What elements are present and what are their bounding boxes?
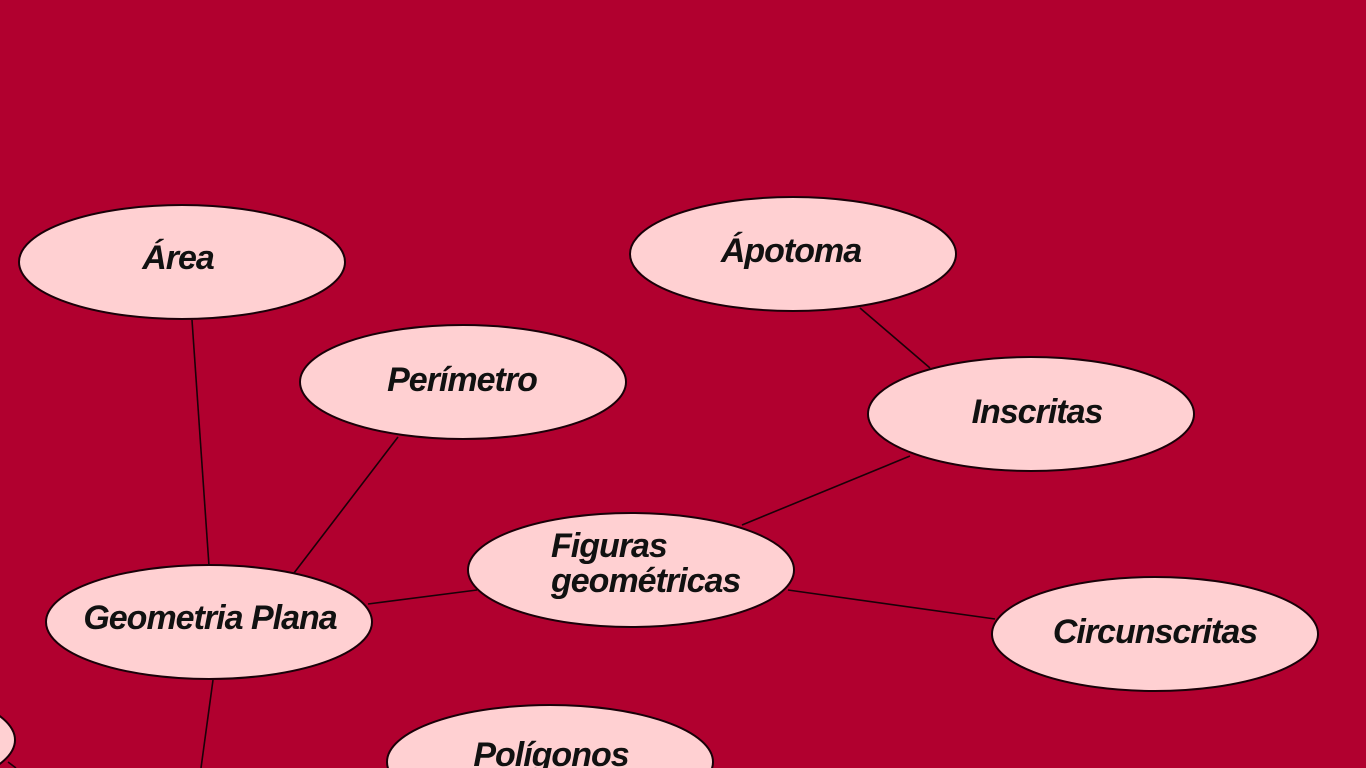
connector [191, 319, 210, 567]
node-shape[interactable] [299, 324, 627, 440]
connector [200, 679, 214, 768]
node-partial [0, 715, 16, 765]
node-shape[interactable] [867, 356, 1195, 472]
connector [7, 761, 17, 768]
node-label[interactable]: Circunscritas [1053, 613, 1258, 651]
node[interactable]: Geometria Plana [45, 564, 373, 680]
node-shape[interactable] [18, 204, 346, 320]
node-label[interactable]: Área [141, 239, 215, 277]
node[interactable]: Inscritas [867, 356, 1195, 472]
node-shape[interactable] [386, 704, 714, 768]
node[interactable]: Área [18, 204, 346, 320]
node-label[interactable]: Polígonos [473, 736, 629, 768]
node[interactable]: Perímetro [299, 324, 627, 440]
node-label[interactable]: geométricas [550, 562, 741, 600]
node-shape[interactable] [991, 576, 1319, 692]
node-shape[interactable] [45, 564, 373, 680]
connector [367, 589, 478, 605]
node[interactable]: Figuras geométricas [467, 512, 795, 628]
node-shape[interactable] [629, 196, 957, 312]
connector [741, 455, 911, 526]
node-label[interactable]: Figuras [551, 527, 668, 565]
node-label[interactable]: Ápotoma [720, 232, 862, 270]
connector [787, 589, 996, 620]
node[interactable]: Polígonos [386, 704, 714, 768]
connector [293, 436, 399, 574]
node[interactable]: Circunscritas [991, 576, 1319, 692]
connector [859, 307, 931, 369]
node-shape[interactable] [467, 512, 795, 628]
node-label[interactable]: Geometria Plana [83, 599, 337, 637]
node-label[interactable]: Inscritas [972, 393, 1104, 431]
node[interactable]: Ápotoma [629, 196, 957, 312]
node-label[interactable]: Perímetro [387, 361, 538, 399]
connectors [7, 307, 996, 768]
